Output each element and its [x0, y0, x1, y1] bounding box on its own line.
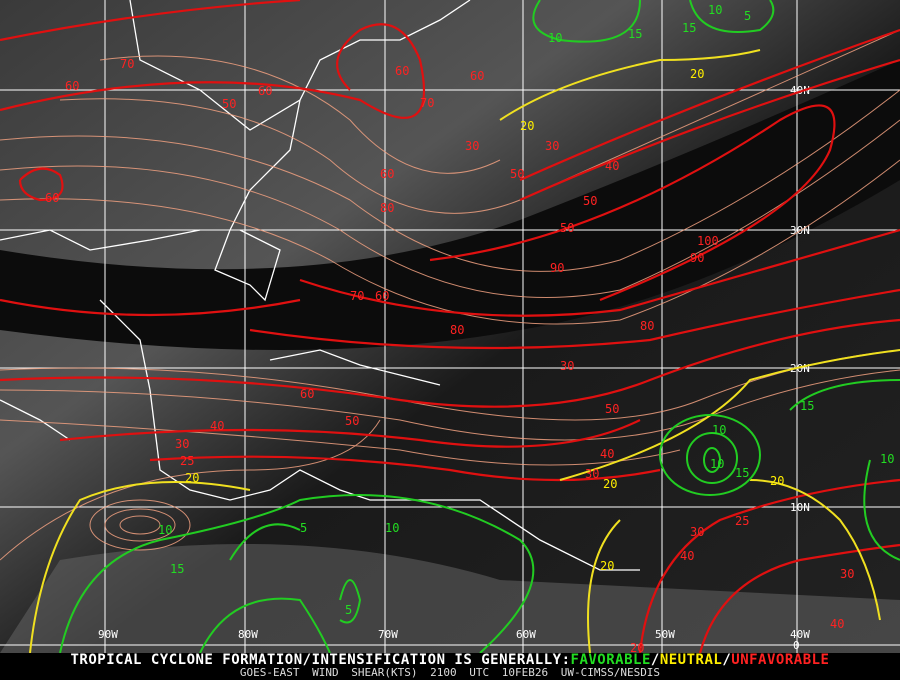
contour-label-red: 80: [640, 319, 654, 333]
contour-label-red: 30: [560, 359, 574, 373]
contour-label-green: 15: [800, 399, 814, 413]
contour-label-green: 10: [880, 452, 894, 466]
contour-label-red: 60: [375, 289, 389, 303]
contour-label-green: 10: [548, 31, 562, 45]
contour-label-red: 20: [630, 641, 644, 653]
contour-label-red: 100: [697, 234, 719, 248]
contour-label-yellow: 20: [770, 474, 784, 488]
contour-label-green: 10: [712, 423, 726, 437]
lat-label: 0: [793, 639, 800, 652]
contour-label-green: 15: [170, 562, 184, 576]
contour-label-green: 15: [735, 466, 749, 480]
contour-label-yellow: 20: [690, 67, 704, 81]
lon-label: 90W: [98, 628, 118, 641]
contour-label-red: 60: [258, 84, 272, 98]
contour-label-red: 50: [222, 97, 236, 111]
contour-label-red: 30: [465, 139, 479, 153]
caption-line: GOES-EAST WIND SHEAR(KTS) 2100 UTC 10FEB…: [0, 667, 900, 679]
contour-label-red: 60: [380, 167, 394, 181]
contour-label-green: 5: [300, 521, 307, 535]
caption-time: 2100 UTC: [430, 666, 490, 679]
contour-label-red: 25: [735, 514, 749, 528]
contour-label-red: 25: [180, 454, 194, 468]
coastlines: [0, 0, 640, 571]
contour-label-red: 60: [45, 191, 59, 205]
contour-label-yellow: 20: [520, 119, 534, 133]
contour-label-red: 30: [840, 567, 854, 581]
contour-label-red: 40: [830, 617, 844, 631]
caption-source: UW-CIMSS/NESDIS: [560, 666, 661, 679]
favorable-contours: [59, 0, 900, 653]
lat-lon-grid: [0, 0, 900, 653]
contour-label-red: 80: [450, 323, 464, 337]
contour-label-red: 60: [395, 64, 409, 78]
contour-label-red: 50: [560, 221, 574, 235]
lon-label: 60W: [516, 628, 536, 641]
contour-label-red: 70: [350, 289, 364, 303]
legend-line: TROPICAL CYCLONE FORMATION/INTENSIFICATI…: [0, 653, 900, 667]
contour-label-red: 30: [545, 139, 559, 153]
caption-date: 10FEB26: [501, 666, 549, 679]
contour-label-green: 15: [628, 27, 642, 41]
streamlines: [0, 29, 900, 561]
contour-label-red: 40: [680, 549, 694, 563]
contour-label-red: 40: [605, 159, 619, 173]
legend-separator: /: [722, 652, 732, 668]
dry-air-band: [0, 60, 900, 350]
legend-footer: TROPICAL CYCLONE FORMATION/INTENSIFICATI…: [0, 653, 900, 680]
contour-label-green: 10: [385, 521, 399, 535]
neutral-contours: [29, 49, 900, 653]
contour-label-red: 50: [583, 194, 597, 208]
contour-label-red: 70: [420, 96, 434, 110]
legend-favorable: FAVORABLE: [570, 652, 651, 668]
contour-label-red: 40: [210, 419, 224, 433]
contour-label-red: 50: [510, 167, 524, 181]
contour-label-red: 60: [300, 387, 314, 401]
legend-separator: /: [650, 652, 660, 668]
contour-label-green: 15: [682, 21, 696, 35]
lon-label: 50W: [655, 628, 675, 641]
contour-label-red: 30: [690, 525, 704, 539]
contour-label-red: 30: [175, 437, 189, 451]
contour-label-green: 10: [158, 523, 172, 537]
legend-neutral: NEUTRAL: [659, 652, 723, 668]
contour-label-red: 90: [690, 251, 704, 265]
contour-label-red: 90: [550, 261, 564, 275]
contour-label-green: 10: [710, 457, 724, 471]
contour-label-yellow: 20: [185, 471, 199, 485]
contour-label-green: 10: [708, 3, 722, 17]
contour-label-red: 60: [65, 79, 79, 93]
unfavorable-contours: [0, 0, 900, 653]
lon-label: 80W: [238, 628, 258, 641]
lon-label: 70W: [378, 628, 398, 641]
legend-unfavorable: UNFAVORABLE: [731, 652, 830, 668]
caption-product: GOES-EAST WIND SHEAR(KTS): [239, 666, 418, 679]
contour-label-red: 30: [585, 467, 599, 481]
contour-label-red: 60: [470, 69, 484, 83]
contour-label-red: 50: [345, 414, 359, 428]
legend-prefix: TROPICAL CYCLONE FORMATION/INTENSIFICATI…: [70, 652, 571, 668]
contour-label-red: 70: [120, 57, 134, 71]
map-canvas: 90W 80W 70W 60W 50W 40W 40N 30N 20N 10N …: [0, 0, 900, 653]
lat-label: 10N: [790, 501, 810, 514]
contour-label-yellow: 20: [600, 559, 614, 573]
contour-label-yellow: 20: [603, 477, 617, 491]
contour-label-green: 5: [744, 9, 751, 23]
cloud-band: [0, 544, 900, 653]
lon-label: 40W: [790, 628, 810, 641]
contour-label-red: 50: [605, 402, 619, 416]
contour-label-red: 40: [600, 447, 614, 461]
contour-label-green: 5: [345, 603, 352, 617]
contour-label-red: 80: [380, 201, 394, 215]
